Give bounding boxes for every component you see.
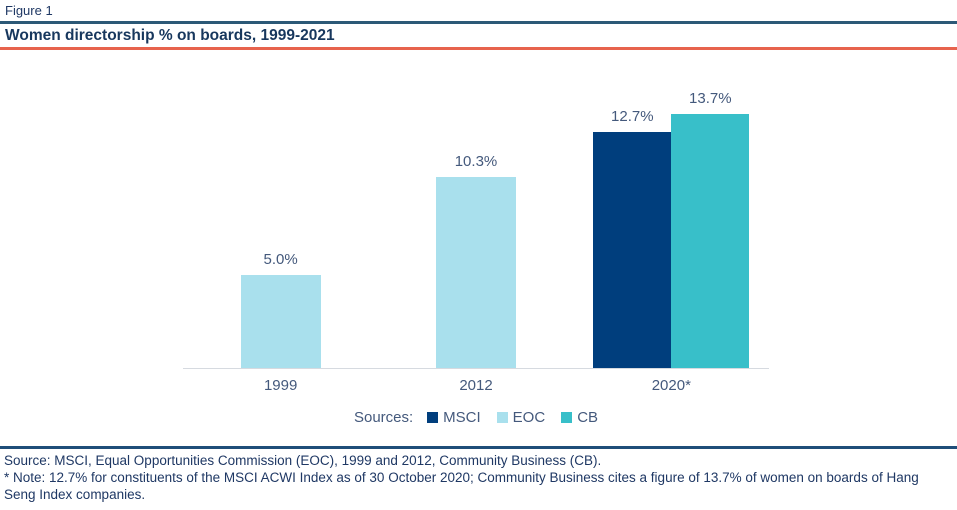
legend-item-eoc: EOC xyxy=(496,409,546,426)
legend-swatch-msci xyxy=(427,412,439,423)
legend-label-eoc: EOC xyxy=(512,409,546,426)
bar-2012-eoc xyxy=(436,177,516,368)
bar-2020-cb xyxy=(671,114,750,368)
legend-item-msci: MSCI xyxy=(427,409,481,426)
bar-1999-eoc xyxy=(240,275,321,368)
legend-prefix: Sources: xyxy=(353,409,414,426)
title-rule xyxy=(0,47,957,50)
source-text: Source: MSCI, Equal Opportunities Commis… xyxy=(4,453,602,468)
figure-label: Figure 1 xyxy=(5,3,53,18)
note-text: * Note: 12.7% for constituents of the MS… xyxy=(4,470,919,502)
chart-legend: Sources: MSCI EOC CB xyxy=(183,409,769,426)
legend-label-cb: CB xyxy=(577,409,599,426)
value-label-1999-eoc: 5.0% xyxy=(263,251,298,268)
legend-swatch-cb xyxy=(561,412,573,423)
legend-swatch-eoc xyxy=(496,412,508,423)
footer-text: Source: MSCI, Equal Opportunities Commis… xyxy=(4,452,952,503)
bar-2020-msci xyxy=(593,132,672,368)
x-axis-label-2020: 2020* xyxy=(651,377,691,394)
header-rule xyxy=(0,21,957,24)
x-axis-label-1999: 1999 xyxy=(263,377,298,394)
value-label-2020-cb: 13.7% xyxy=(689,90,732,107)
x-axis-label-2012: 2012 xyxy=(459,377,493,394)
legend-item-cb: CB xyxy=(561,409,598,426)
x-axis-baseline xyxy=(183,368,769,369)
value-label-2012-eoc: 10.3% xyxy=(454,153,498,170)
value-label-2020-msci: 12.7% xyxy=(611,108,654,125)
chart-title: Women directorship % on boards, 1999-202… xyxy=(5,27,335,44)
legend-label-msci: MSCI xyxy=(443,409,481,426)
footer-rule xyxy=(0,446,957,449)
